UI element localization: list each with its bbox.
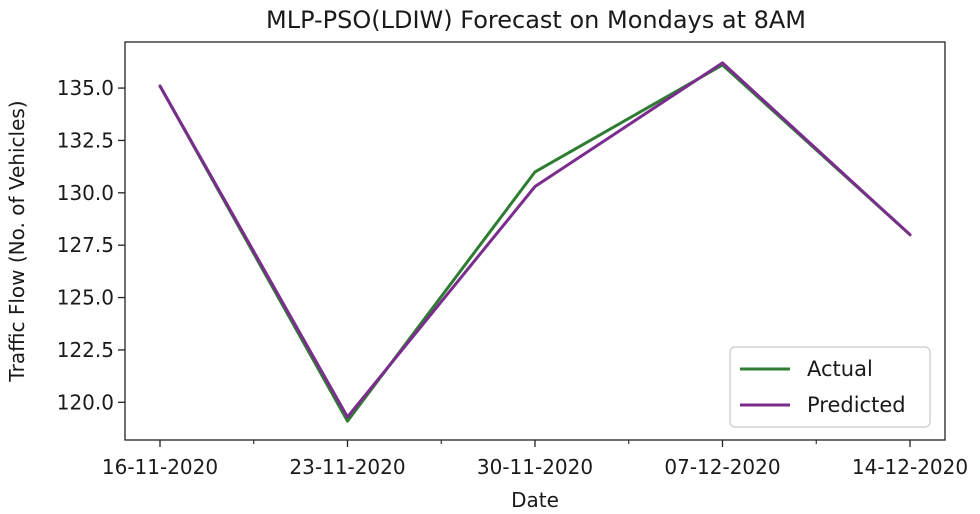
legend-box — [729, 346, 931, 428]
y-tick-label: 132.5 — [57, 128, 114, 152]
legend-label-actual: Actual — [807, 357, 873, 381]
legend-label-predicted: Predicted — [807, 393, 906, 417]
x-tick-label: 30-11-2020 — [477, 455, 593, 479]
x-tick-label: 14-12-2020 — [852, 455, 968, 479]
x-axis: 16-11-2020 23-11-2020 30-11-2020 07-12-2020… — [102, 440, 968, 479]
y-tick-label: 135.0 — [57, 76, 114, 100]
x-tick-label: 07-12-2020 — [664, 455, 780, 479]
y-axis: 120.0 122.5 125.0 127.5 130.0 132.5 135.0 — [57, 76, 125, 414]
legend: Actual Predicted — [729, 346, 931, 428]
y-tick-label: 125.0 — [57, 286, 114, 310]
y-tick-label: 122.5 — [57, 338, 114, 362]
chart-title: MLP-PSO(LDIW) Forecast on Mondays at 8AM — [266, 6, 806, 34]
series-layer — [158, 61, 912, 423]
y-tick-label: 120.0 — [57, 390, 114, 414]
x-tick-label: 23-11-2020 — [289, 455, 405, 479]
x-tick-label: 16-11-2020 — [102, 455, 218, 479]
series-line-predicted — [158, 61, 912, 419]
y-tick-label: 130.0 — [57, 181, 114, 205]
y-tick-label: 127.5 — [57, 233, 114, 257]
x-axis-label: Date — [511, 488, 559, 512]
y-axis-label: Traffic Flow (No. of Vehicles) — [5, 100, 29, 382]
